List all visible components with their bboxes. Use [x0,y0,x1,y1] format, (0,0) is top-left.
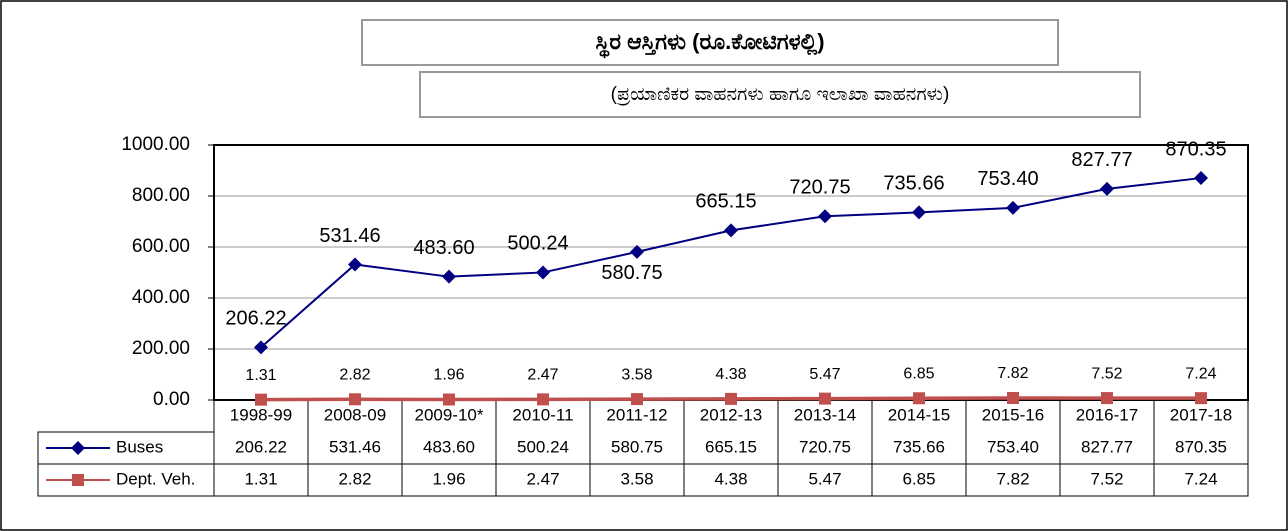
x-tick-label: 2008-09 [324,405,386,424]
y-tick-label: 200.00 [132,338,190,359]
table-value: 5.47 [808,469,841,488]
marker [724,223,738,238]
chart-subtitle: (ಪ್ರಯಾಣಿಕರ ವಾಹನಗಳು ಹಾಗೂ ಇಲಾಖಾ ವಾಹನಗಳು) [611,84,950,105]
title-box [361,19,1059,66]
table-value: 500.24 [517,437,569,456]
marker [818,209,832,224]
marker [537,393,549,406]
data-label: 7.82 [997,365,1028,382]
table-value: 7.52 [1090,469,1123,488]
y-tick-label: 0.00 [153,389,190,410]
x-tick-label: 2011-12 [606,405,667,424]
table-value: 720.75 [799,437,851,456]
data-label: 753.40 [977,168,1038,190]
table-value: 1.96 [432,469,465,488]
data-label: 870.35 [1165,138,1226,160]
marker [72,474,84,486]
marker [255,393,267,406]
data-label: 735.66 [883,173,944,195]
marker [913,392,925,405]
data-label: 483.60 [413,237,474,259]
table-value: 753.40 [987,437,1039,456]
table-value: 531.46 [329,437,381,456]
table-value: 1.31 [244,469,277,488]
y-tick-label: 400.00 [132,287,190,308]
marker [1194,171,1208,186]
table-value: 4.38 [714,469,747,488]
marker [630,244,644,259]
x-tick-label: 1998-99 [230,405,292,424]
data-label: 1.96 [433,367,464,384]
x-tick-label: 2016-17 [1076,405,1138,424]
marker [819,392,831,405]
subtitle-box [419,71,1141,118]
table-value: 3.58 [620,469,653,488]
table-value: 7.82 [996,469,1029,488]
x-tick-label: 2013-14 [794,405,856,424]
table-value: 2.82 [338,469,371,488]
table-value: 665.15 [705,437,757,456]
table-value: 735.66 [893,437,945,456]
marker [348,257,362,272]
marker [1007,392,1019,405]
data-label: 500.24 [507,233,568,255]
x-tick-label: 2014-15 [888,405,950,424]
marker [725,392,737,405]
data-label: 531.46 [319,225,380,247]
marker [71,441,85,455]
table-value: 483.60 [423,437,475,456]
marker [1101,392,1113,405]
data-label: 7.52 [1091,365,1122,382]
data-label: 1.31 [245,367,276,384]
y-tick-label: 600.00 [132,236,190,257]
marker [912,205,926,220]
marker [442,269,456,284]
marker [443,393,455,406]
data-label: 5.47 [809,366,840,383]
data-label: 580.75 [601,262,662,284]
table-value: 6.85 [902,469,935,488]
marker [1100,181,1114,196]
table-value: 580.75 [611,437,663,456]
x-tick-label: 2010-11 [512,405,573,424]
table-value: 870.35 [1175,437,1227,456]
y-tick-label: 800.00 [132,185,190,206]
table-value: 2.47 [526,469,559,488]
table-value: 827.77 [1081,437,1133,456]
marker [1195,392,1207,405]
x-tick-label: 2015-16 [982,405,1044,424]
data-label: 7.24 [1185,365,1216,382]
marker [1006,200,1020,215]
data-label: 665.15 [695,191,756,213]
x-tick-label: 2017-18 [1170,405,1232,424]
data-label: 4.38 [715,366,746,383]
y-tick-label: 1000.00 [121,134,190,155]
x-tick-label: 2012-13 [700,405,762,424]
marker [536,265,550,280]
marker [349,393,361,406]
data-label: 2.47 [527,367,558,384]
data-label: 2.82 [339,366,370,383]
data-label: 206.22 [225,308,286,330]
data-label: 827.77 [1071,149,1132,171]
marker [254,340,268,355]
marker [631,393,643,406]
data-label: 6.85 [903,365,934,382]
table-value: 7.24 [1184,469,1217,488]
legend-label: Buses [116,437,163,456]
table-value: 206.22 [235,437,287,456]
legend-label: Dept. Veh. [116,469,195,488]
x-tick-label: 2009-10* [414,405,483,424]
data-label: 720.75 [789,176,850,198]
data-label: 3.58 [621,366,652,383]
